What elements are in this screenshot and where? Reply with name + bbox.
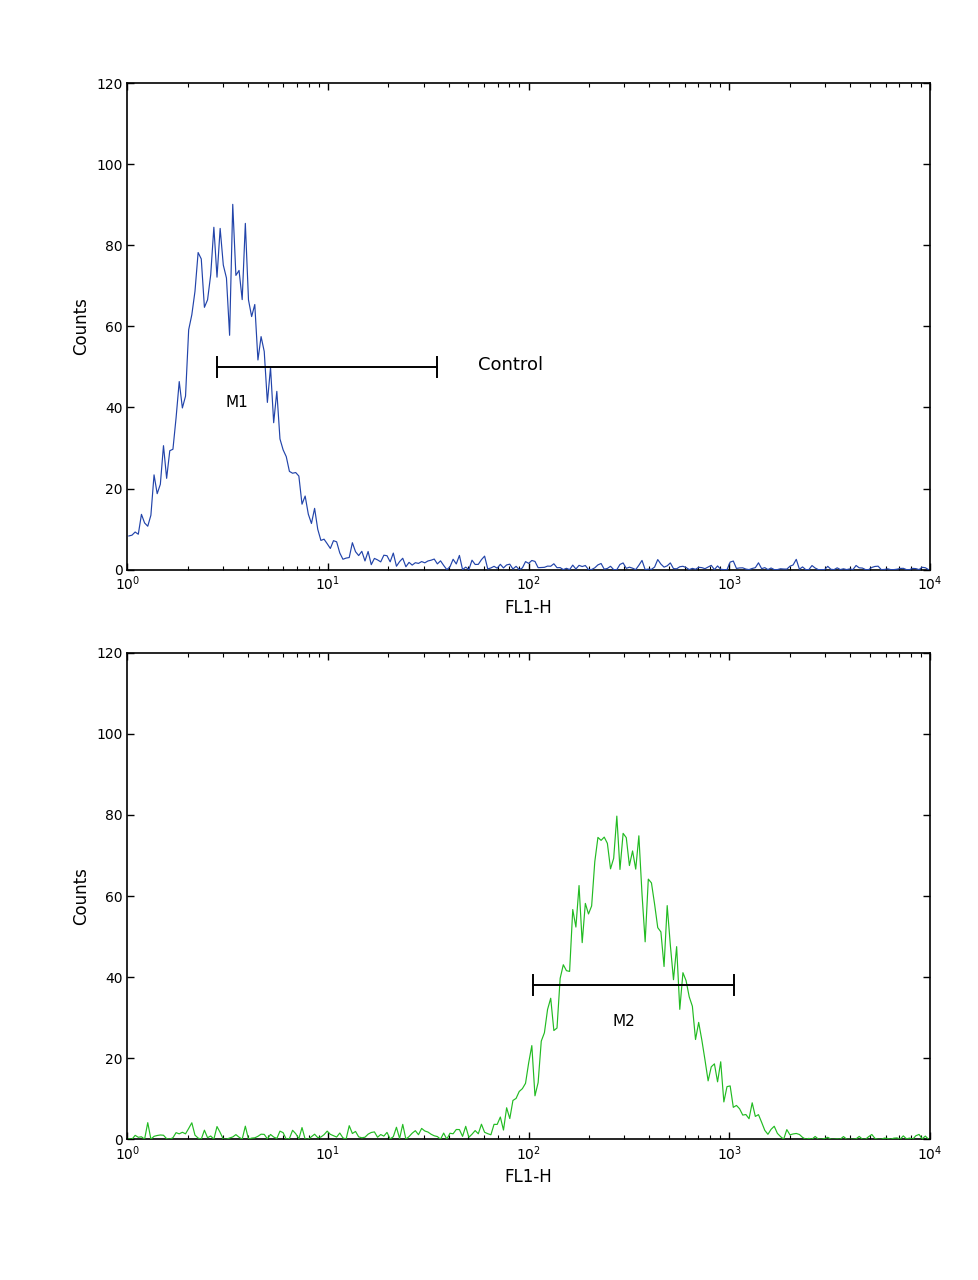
Text: M1: M1	[225, 396, 247, 411]
X-axis label: FL1-H: FL1-H	[505, 599, 552, 617]
Y-axis label: Counts: Counts	[72, 297, 90, 356]
Text: M2: M2	[612, 1014, 635, 1029]
Text: Control: Control	[477, 356, 543, 374]
X-axis label: FL1-H: FL1-H	[505, 1169, 552, 1187]
Y-axis label: Counts: Counts	[72, 867, 90, 925]
